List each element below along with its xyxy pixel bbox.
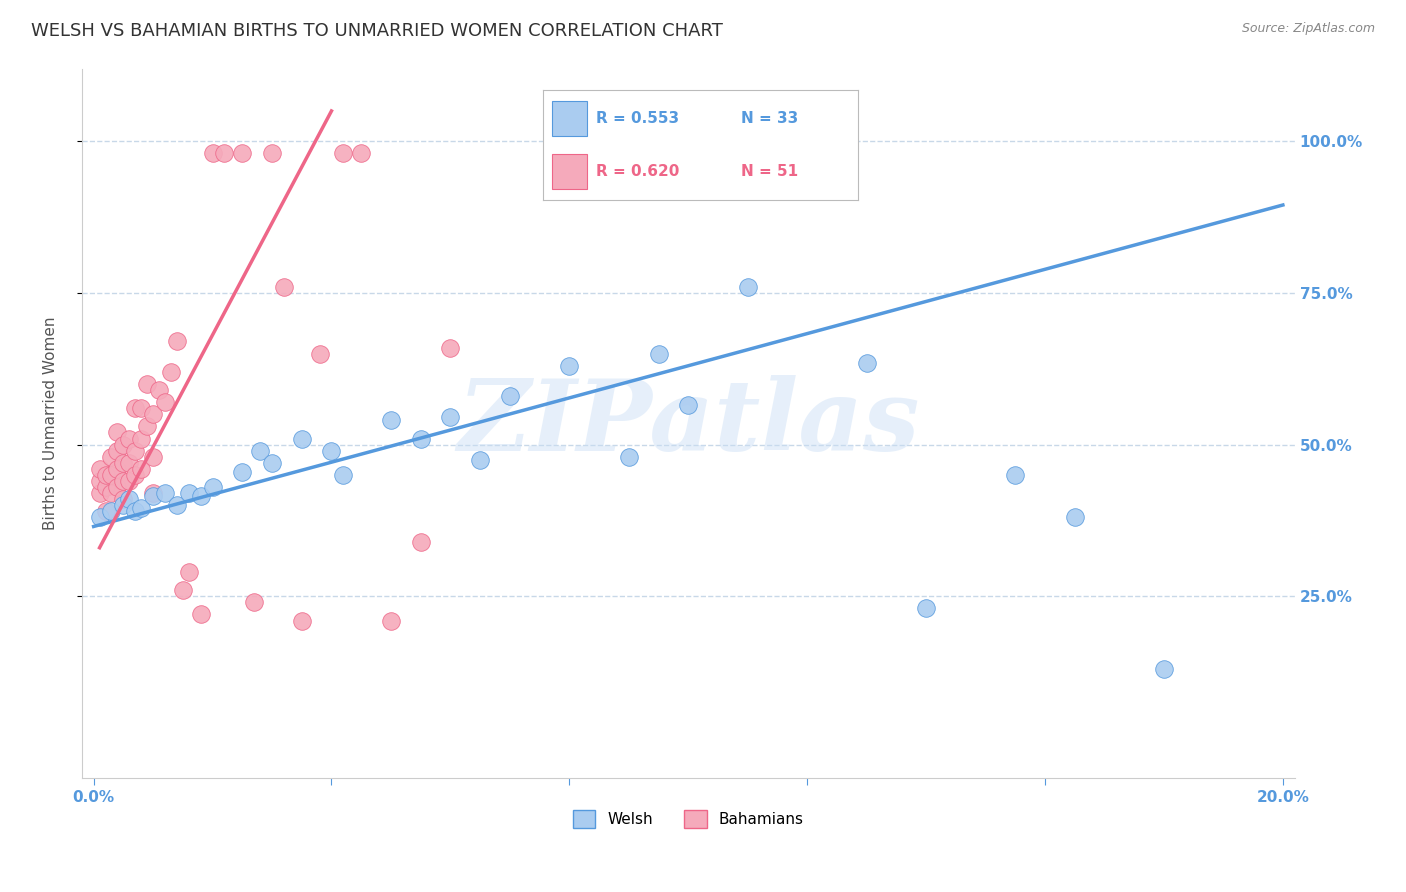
Point <box>915 601 938 615</box>
Point <box>124 467 146 482</box>
Point <box>107 443 129 458</box>
Point <box>129 462 152 476</box>
Point <box>737 280 759 294</box>
Point <box>166 334 188 349</box>
Point <box>107 480 129 494</box>
Point <box>260 146 283 161</box>
Point <box>380 614 402 628</box>
Point <box>1153 662 1175 676</box>
Point <box>439 410 461 425</box>
Point <box>136 419 159 434</box>
Point <box>201 146 224 161</box>
Point <box>142 450 165 464</box>
Point <box>172 583 194 598</box>
Point <box>439 341 461 355</box>
Point <box>124 504 146 518</box>
Point <box>107 462 129 476</box>
Point <box>142 489 165 503</box>
Point <box>112 492 135 507</box>
Point <box>855 356 877 370</box>
Point <box>260 456 283 470</box>
Point <box>214 146 236 161</box>
Point <box>100 504 122 518</box>
Point <box>89 486 111 500</box>
Point <box>148 383 170 397</box>
Point <box>617 450 640 464</box>
Point <box>350 146 373 161</box>
Point <box>94 480 117 494</box>
Point <box>129 501 152 516</box>
Point <box>291 432 314 446</box>
Point <box>190 489 212 503</box>
Point <box>249 443 271 458</box>
Point <box>124 401 146 416</box>
Text: Source: ZipAtlas.com: Source: ZipAtlas.com <box>1241 22 1375 36</box>
Point <box>1004 467 1026 482</box>
Point <box>678 398 700 412</box>
Point <box>177 486 200 500</box>
Point <box>647 346 669 360</box>
Point <box>112 437 135 451</box>
Point <box>243 595 266 609</box>
Text: ZIPatlas: ZIPatlas <box>457 376 920 472</box>
Point <box>201 480 224 494</box>
Point <box>100 450 122 464</box>
Point <box>308 346 330 360</box>
Point <box>409 534 432 549</box>
Point <box>468 452 491 467</box>
Point <box>160 365 183 379</box>
Point <box>231 146 253 161</box>
Point <box>118 432 141 446</box>
Point <box>153 486 176 500</box>
Point <box>129 401 152 416</box>
Point <box>499 389 522 403</box>
Point <box>100 486 122 500</box>
Point <box>112 456 135 470</box>
Point <box>380 413 402 427</box>
Point <box>112 498 135 512</box>
Point <box>153 395 176 409</box>
Point <box>166 498 188 512</box>
Point <box>142 407 165 421</box>
Legend: Welsh, Bahamians: Welsh, Bahamians <box>567 804 810 834</box>
Point <box>129 432 152 446</box>
Point <box>332 146 354 161</box>
Y-axis label: Births to Unmarried Women: Births to Unmarried Women <box>44 317 58 530</box>
Point <box>118 492 141 507</box>
Point <box>142 486 165 500</box>
Point <box>321 443 343 458</box>
Point <box>558 359 581 373</box>
Point <box>94 504 117 518</box>
Point <box>332 467 354 482</box>
Point <box>94 467 117 482</box>
Point <box>100 467 122 482</box>
Point <box>118 474 141 488</box>
Point <box>89 462 111 476</box>
Point <box>89 510 111 524</box>
Point <box>231 465 253 479</box>
Point <box>177 565 200 579</box>
Point <box>89 474 111 488</box>
Point <box>124 443 146 458</box>
Point <box>107 425 129 440</box>
Text: WELSH VS BAHAMIAN BIRTHS TO UNMARRIED WOMEN CORRELATION CHART: WELSH VS BAHAMIAN BIRTHS TO UNMARRIED WO… <box>31 22 723 40</box>
Point <box>136 376 159 391</box>
Point <box>1063 510 1085 524</box>
Point <box>118 456 141 470</box>
Point <box>273 280 295 294</box>
Point <box>112 474 135 488</box>
Point <box>291 614 314 628</box>
Point <box>190 607 212 622</box>
Point <box>409 432 432 446</box>
